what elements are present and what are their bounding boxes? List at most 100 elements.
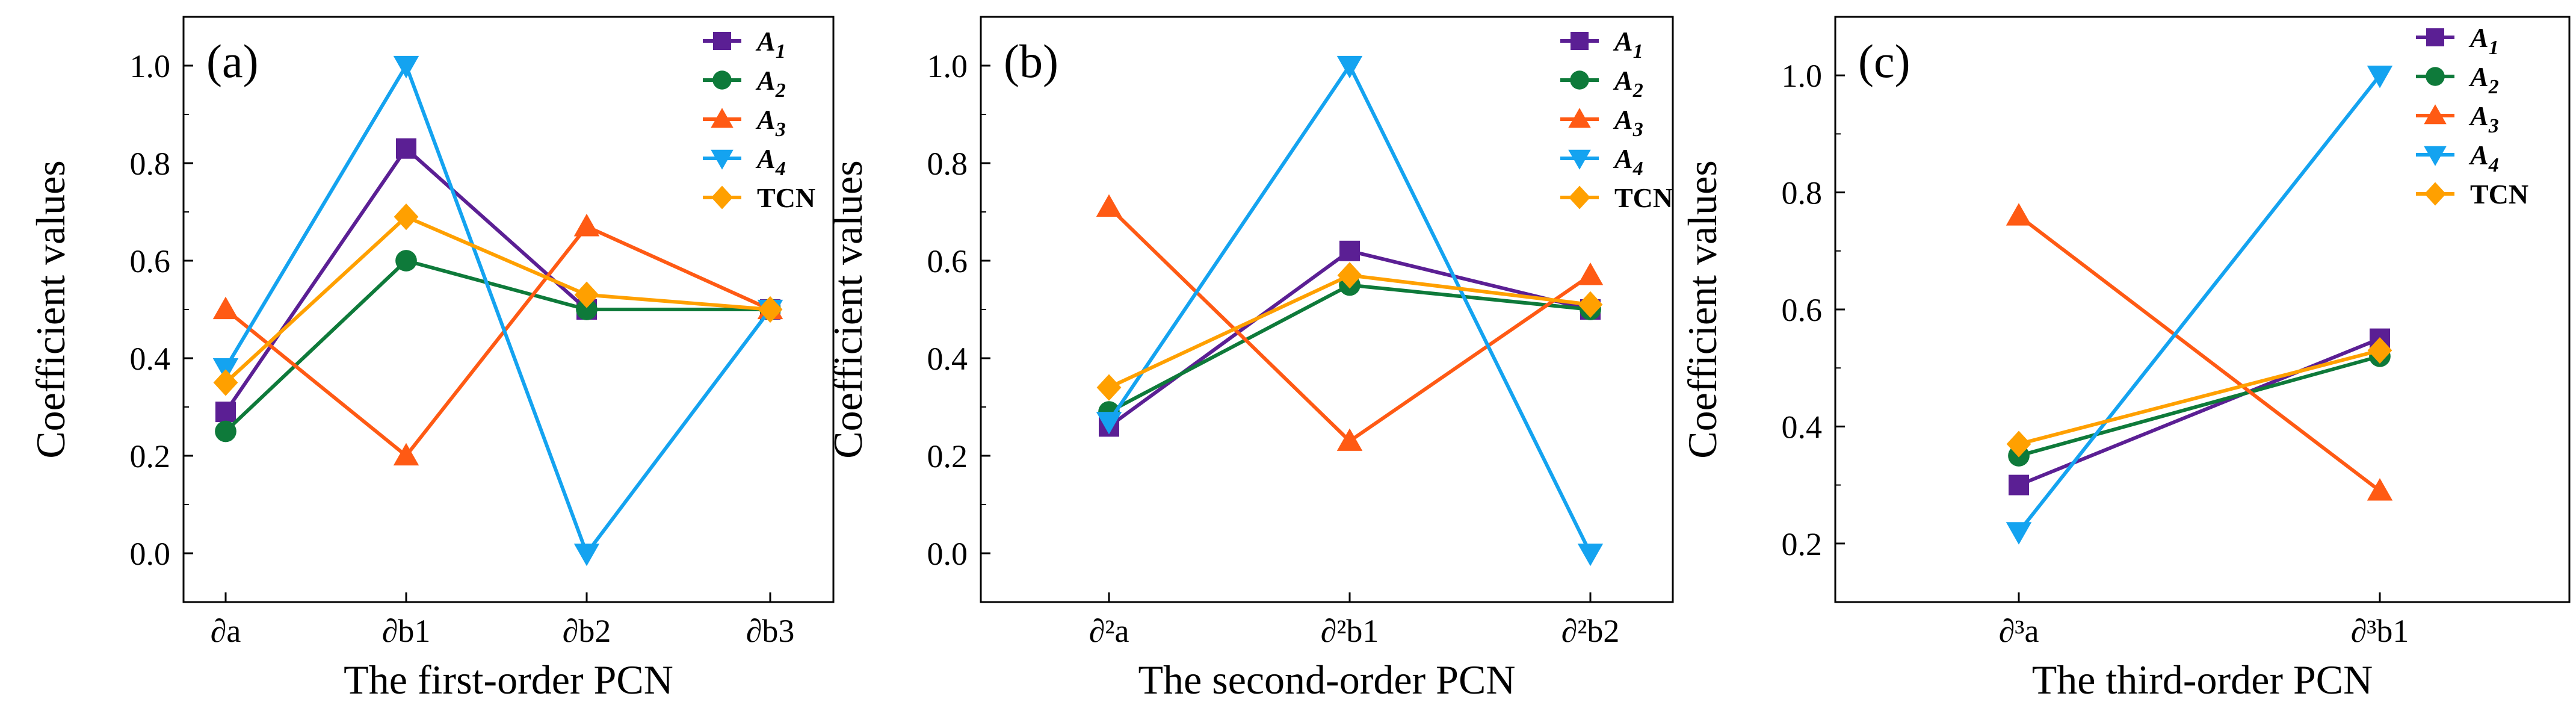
legend-label-subscript: 3 — [775, 119, 786, 141]
legend-label-subscript: 3 — [1632, 119, 1643, 141]
legend-label: A4 — [1613, 143, 1643, 180]
legend-label-base: A — [2468, 61, 2489, 92]
legend-marker — [2426, 67, 2445, 86]
y-tick-label: 0.8 — [130, 146, 171, 182]
data-point-A1 — [2009, 474, 2029, 495]
legend-label: A2 — [2468, 61, 2499, 98]
legend-marker — [711, 149, 734, 170]
legend-label-base: A — [1613, 26, 1633, 57]
y-tick-label: 0.6 — [1782, 292, 1823, 328]
series-line-A3 — [224, 225, 771, 458]
x-tick-label: ∂b3 — [746, 613, 795, 649]
series-line-A2 — [1108, 283, 1591, 414]
y-tick-label: 0.4 — [1782, 409, 1823, 445]
data-point-A2 — [576, 299, 598, 320]
panel-label: (c) — [1858, 35, 1910, 87]
data-point-A4 — [1336, 55, 1363, 79]
legend-label: A3 — [755, 104, 786, 141]
legend-label-base: TCN — [1614, 182, 1673, 213]
legend-label: A1 — [755, 26, 786, 63]
y-tick-label: 0.6 — [927, 243, 968, 279]
chart-panel-1: 0.0 0.2 0.4 0.6 0.8 1.0 ∂a ∂b1 ∂b2 ∂b3 The first-o… — [28, 16, 835, 703]
data-point-TCN — [1337, 262, 1362, 289]
legend-label: TCN — [1614, 182, 1673, 213]
data-point-A4 — [393, 55, 419, 79]
y-tick-label: 1.0 — [927, 48, 968, 84]
legend-marker — [712, 70, 732, 90]
chart-panel-2: 0.0 0.2 0.4 0.6 0.8 1.0 ∂²a ∂²b1 ∂²b2 The second-… — [825, 16, 1674, 703]
y-tick-label: 1.0 — [130, 48, 171, 84]
legend-marker — [1568, 149, 1591, 170]
series-line-A2 — [224, 259, 770, 433]
data-point-TCN — [1578, 291, 1603, 318]
data-point-A4 — [1577, 543, 1604, 567]
y-tick-label: 0.0 — [130, 536, 171, 572]
y-tick-label: 1.0 — [1782, 58, 1823, 94]
x-tick-label: ∂²a — [1089, 613, 1129, 649]
series-line-A2 — [2018, 354, 2380, 458]
legend-marker — [2424, 146, 2447, 166]
legend-label: A3 — [2468, 101, 2499, 137]
series-A3 — [1096, 194, 1604, 451]
legend-label-base: A — [755, 26, 776, 57]
plot-frame — [1834, 16, 2571, 603]
data-point-A3 — [2367, 478, 2393, 501]
x-tick-label: ∂²b2 — [1561, 613, 1620, 649]
data-point-TCN — [213, 369, 238, 396]
legend-label-subscript: 4 — [2488, 154, 2499, 176]
y-tick-label: 0.8 — [1782, 175, 1823, 211]
data-point-TCN — [2006, 430, 2031, 458]
series-line-A1 — [224, 146, 770, 413]
x-tick-label: ∂a — [211, 613, 241, 649]
x-axis-title: The first-order PCN — [344, 657, 673, 703]
data-point-A3 — [573, 214, 600, 237]
series-TCN — [2006, 337, 2392, 458]
series-A3 — [2006, 203, 2393, 501]
x-tick-label: ∂²b1 — [1321, 613, 1379, 649]
legend-label: TCN — [2470, 179, 2528, 210]
legend-label-subscript: 1 — [2489, 37, 2499, 59]
series-A1 — [215, 138, 780, 423]
series-line-A4 — [2017, 74, 2382, 533]
legend-label-base: A — [1613, 65, 1633, 96]
data-point-A2 — [215, 420, 236, 443]
legend-label: A3 — [1613, 104, 1643, 141]
legend-marker — [1570, 70, 1589, 90]
legend-label-base: A — [2468, 101, 2489, 131]
data-point-A4 — [2006, 522, 2032, 545]
legend-marker — [2424, 182, 2446, 206]
legend-label-base: A — [2468, 22, 2489, 53]
legend-label-subscript: 4 — [1632, 158, 1643, 180]
legend-label-base: TCN — [2470, 179, 2528, 210]
data-point-TCN — [574, 281, 599, 308]
y-axis-title: Coefficient values — [825, 160, 871, 458]
series-line-A1 — [2018, 337, 2381, 487]
y-axis-title: Coefficient values — [1679, 160, 1725, 458]
panel-label: (b) — [1004, 35, 1058, 87]
legend-marker — [1571, 32, 1589, 50]
legend-marker — [2426, 28, 2444, 46]
series-line-TCN — [2018, 349, 2380, 446]
data-point-A3 — [1577, 262, 1604, 285]
series-A4 — [2006, 66, 2393, 545]
legend-label-subscript: 4 — [775, 158, 786, 180]
series-line-A4 — [1107, 64, 1592, 554]
legend-label-subscript: 2 — [2488, 76, 2499, 98]
legend-label-base: A — [755, 65, 776, 96]
data-point-TCN — [394, 203, 419, 231]
legend-label-base: TCN — [757, 182, 815, 213]
legend-marker — [2424, 104, 2447, 125]
legend-label-base: A — [1613, 104, 1633, 135]
legend-label-base: A — [2468, 140, 2489, 170]
legend-label-subscript: 1 — [1633, 40, 1643, 63]
legend-label-subscript: 1 — [776, 40, 786, 63]
legend-label: A1 — [1613, 26, 1643, 63]
legend-label: A2 — [1613, 65, 1643, 102]
y-tick-label: 0.2 — [1782, 526, 1823, 562]
plot-frame — [980, 16, 1674, 603]
data-point-TCN — [758, 296, 783, 323]
y-tick-label: 0.0 — [927, 536, 968, 572]
x-tick-label: ∂³b1 — [2351, 613, 2409, 649]
